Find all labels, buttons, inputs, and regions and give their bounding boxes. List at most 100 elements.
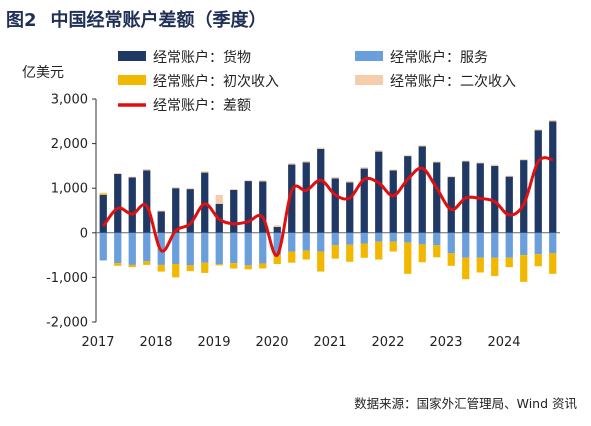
bar-segment-1 [520,160,528,233]
bar-segment-3 [476,257,484,273]
bar-segment-1 [259,181,267,233]
bar-segment-3 [491,257,499,277]
bar-segment-1 [186,189,194,233]
legend-label: 经常账户：二次收入 [390,73,516,90]
bar-segment-4 [418,145,426,147]
bar-segment-4 [215,194,223,204]
bar-segment-4 [433,161,441,163]
bar-segment-1 [288,164,296,233]
bar-segment-1 [418,146,426,233]
bar-segment-1 [346,182,354,233]
bar-segment-4 [201,171,209,173]
x-tick-label: 2018 [139,335,172,350]
x-tick-label: 2021 [313,335,346,350]
bar-segment-2 [360,232,368,244]
bar-segment-3 [201,262,209,273]
bar-segment-1 [172,188,180,233]
bar-segment-2 [418,232,426,245]
bar-segment-2 [114,232,122,264]
bar-segment-2 [99,232,107,261]
bar-segment-2 [302,232,310,251]
bar-segment-1 [433,162,441,233]
bar-segment-3 [143,261,151,265]
line-layer [102,156,553,257]
bar-segment-2 [259,232,267,264]
bar-segment-2 [215,232,223,265]
bar-segment-1 [128,177,136,233]
bar-segment-2 [491,232,499,258]
bar-segment-4 [534,129,542,131]
bar-segment-4 [143,169,151,171]
bar-segment-2 [505,232,513,258]
y-tick-label: 1,000 [51,182,88,197]
bar-segment-2 [288,232,296,252]
bar-segment-3 [505,257,513,268]
bar-segment-2 [230,232,238,264]
bar-segment-3 [172,264,180,278]
bar-segment-2 [462,232,470,258]
bar-segment-2 [186,232,194,266]
y-tick-label: 2,000 [51,137,88,152]
bar-segment-3 [346,244,354,262]
bar-segment-2 [447,232,455,254]
bar-segment-1 [114,173,122,233]
bar-segment-2 [172,232,180,265]
bar-segment-4 [491,164,499,166]
bar-segment-1 [534,130,542,233]
bar-segment-3 [447,253,455,266]
y-tick-label: 0 [80,226,88,241]
bar-segment-3 [244,265,252,270]
bar-segment-1 [157,211,165,233]
bar-segment-3 [215,264,223,266]
bar-segment-3 [186,265,194,272]
bar-segment-2 [375,232,383,242]
source-note: 数据来源：国家外汇管理局、Wind 资讯 [354,396,577,411]
y-tick-label: -2,000 [46,316,88,331]
bar-segment-4 [186,188,194,190]
x-tick-label: 2017 [81,335,114,350]
bar-segment-3 [259,263,267,269]
x-tick-label: 2020 [255,335,288,350]
bar-segment-3 [375,241,383,260]
bar-segment-4 [114,173,122,174]
bar-segment-1 [549,121,557,233]
bar-segment-4 [505,175,513,177]
bar-segment-4 [244,180,252,182]
bar-segment-1 [331,178,339,233]
bar-segment-1 [360,168,368,233]
balance-line [102,156,553,257]
chart-title: 图2 中国经常账户差额（季度） [6,6,267,32]
bar-segment-2 [389,232,397,242]
x-tick-label: 2023 [429,335,462,350]
bar-segment-1 [244,181,252,233]
legend-label: 经常账户：服务 [390,49,488,66]
bar-segment-4 [331,177,339,179]
bar-segment-1 [99,194,107,233]
bar-segment-3 [99,193,107,195]
bar-segment-2 [549,232,557,254]
bar-segment-4 [447,176,455,178]
bar-segment-4 [317,147,325,149]
bar-segment-2 [433,232,441,246]
bar-segment-4 [346,181,354,183]
bar-segment-3 [302,250,310,260]
figure-title: 中国经常账户差额（季度） [50,10,267,31]
x-tick-label: 2022 [371,335,404,350]
bar-segment-3 [389,241,397,252]
bar-segment-3 [331,245,339,259]
bar-segment-3 [360,243,368,258]
bar-segment-4 [99,192,107,194]
bar-segment-2 [346,232,354,245]
bar-segment-3 [128,264,136,268]
bar-segment-4 [476,162,484,164]
bar-segment-2 [273,232,281,256]
bar-segment-3 [534,254,542,267]
bar-segment-3 [157,264,165,272]
bar-segment-4 [230,189,238,190]
x-tick-label: 2019 [197,335,230,350]
bar-segment-1 [317,148,325,233]
bar-segment-3 [462,257,470,280]
bar-segment-3 [230,263,238,269]
bar-segment-4 [157,210,165,212]
